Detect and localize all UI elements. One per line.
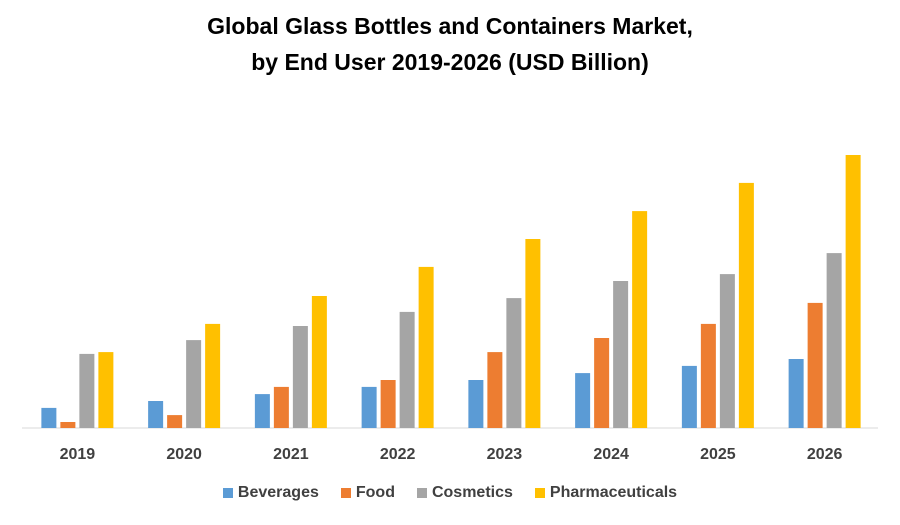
legend-label: Cosmetics: [431, 484, 513, 501]
bar-pharmaceuticals-2023: [525, 239, 541, 428]
legend-swatch: [416, 488, 427, 498]
bars-group: [41, 155, 861, 428]
bar-pharmaceuticals-2022: [418, 266, 434, 428]
legend-item-pharmaceuticals: Pharmaceuticals: [534, 484, 678, 502]
bar-beverages-2020: [148, 401, 164, 428]
bar-pharmaceuticals-2019: [98, 352, 114, 428]
bar-beverages-2024: [575, 373, 591, 428]
bar-cosmetics-2024: [613, 281, 629, 428]
chart-title-line-2: by End User 2019-2026 (USD Billion): [251, 49, 649, 75]
x-tick-label: 2020: [166, 446, 202, 463]
bar-cosmetics-2020: [186, 340, 202, 428]
x-tick-label: 2021: [273, 446, 309, 463]
x-tick-label: 2022: [380, 446, 416, 463]
x-tick-labels: 2019 2020 2021 2022 2023 2024 2025 2026: [60, 446, 843, 463]
x-tick-label: 2026: [807, 446, 843, 463]
bar-food-2022: [380, 380, 396, 428]
bar-food-2020: [167, 415, 183, 428]
legend: Beverages Food Cosmetics Pharmaceuticals: [0, 484, 900, 502]
bar-cosmetics-2025: [719, 274, 735, 428]
bar-beverages-2022: [361, 386, 377, 428]
legend-swatch: [222, 488, 233, 498]
bar-cosmetics-2022: [399, 311, 415, 428]
bar-cosmetics-2026: [826, 253, 842, 428]
bar-beverages-2019: [41, 407, 57, 428]
bar-food-2021: [273, 386, 289, 428]
bar-cosmetics-2021: [292, 326, 308, 428]
x-tick-label: 2024: [593, 446, 629, 463]
x-tick-label: 2023: [487, 446, 523, 463]
bar-pharmaceuticals-2025: [738, 182, 754, 428]
bar-pharmaceuticals-2026: [845, 155, 861, 428]
bar-cosmetics-2019: [79, 353, 95, 428]
bar-pharmaceuticals-2021: [311, 296, 327, 428]
bar-beverages-2021: [254, 394, 270, 428]
bar-pharmaceuticals-2024: [632, 211, 648, 428]
bar-food-2026: [807, 302, 823, 428]
legend-label: Food: [355, 484, 395, 501]
legend-label: Pharmaceuticals: [549, 484, 678, 501]
bar-food-2019: [60, 422, 76, 428]
legend-item-cosmetics: Cosmetics: [416, 484, 513, 502]
bar-food-2024: [594, 338, 610, 428]
legend-item-food: Food: [340, 484, 395, 502]
bar-food-2025: [700, 323, 716, 428]
chart-title: Global Glass Bottles and Containers Mark…: [0, 8, 900, 80]
bar-beverages-2026: [788, 359, 804, 428]
x-tick-label: 2019: [60, 446, 96, 463]
bar-food-2023: [487, 352, 503, 428]
chart-title-line-1: Global Glass Bottles and Containers Mark…: [207, 13, 693, 39]
legend-item-beverages: Beverages: [222, 484, 319, 502]
legend-label: Beverages: [237, 484, 319, 501]
bar-beverages-2023: [468, 380, 484, 428]
legend-swatch: [534, 488, 545, 498]
bar-cosmetics-2023: [506, 298, 522, 428]
legend-swatch: [340, 488, 351, 498]
x-tick-label: 2025: [700, 446, 736, 463]
bar-pharmaceuticals-2020: [205, 323, 221, 428]
bar-beverages-2025: [681, 365, 697, 428]
